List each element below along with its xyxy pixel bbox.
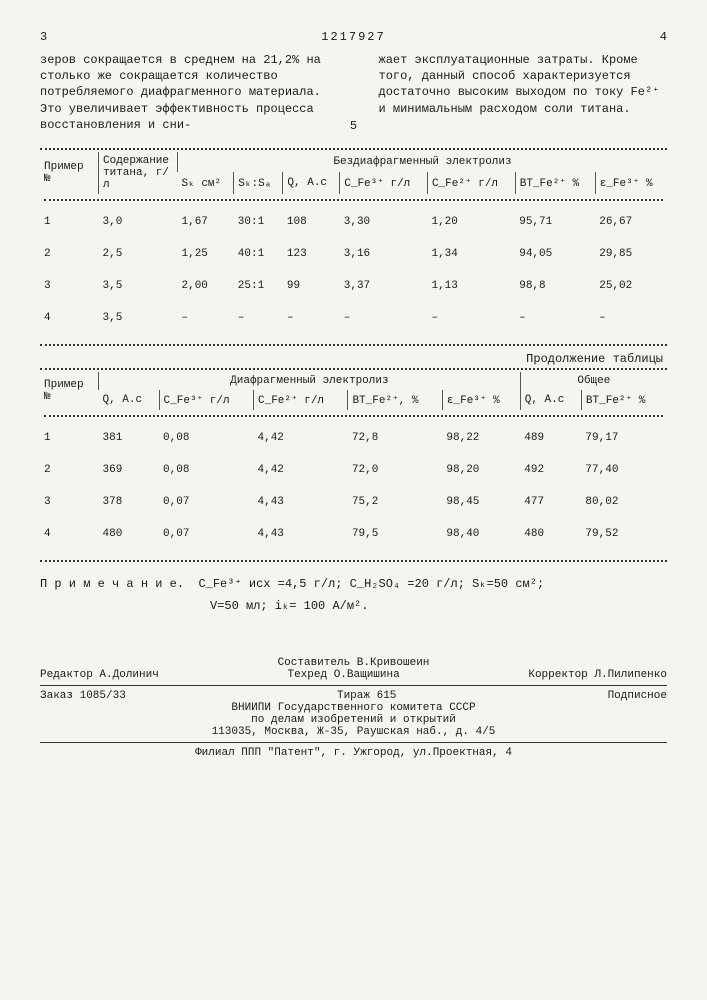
note-line2: V=50 мл; iₖ= 100 А/м². bbox=[40, 596, 667, 618]
sub: Подписное bbox=[608, 690, 667, 702]
h-diaph: Диафрагменный электролиз bbox=[99, 372, 521, 390]
tech: Техред О.Ващишина bbox=[287, 669, 399, 681]
note-label: П р и м е ч а н и е. bbox=[40, 577, 184, 591]
right-col: жает эксплуатационные затраты. Кроме тог… bbox=[379, 52, 668, 133]
filial: Филиал ППП "Патент", г. Ужгород, ул.Прое… bbox=[40, 747, 667, 759]
h-cfe2: C_Fe²⁺ г/л bbox=[427, 172, 515, 194]
h-group: Бездиафрагменный электролиз bbox=[178, 152, 668, 172]
h-sksq: Sₖ:Sₐ bbox=[234, 172, 283, 194]
corrector: Корректор Л.Пилипенко bbox=[528, 669, 667, 681]
page-right: 4 bbox=[660, 30, 667, 44]
table-row: 33,52,0025:1993,371,1398,825,02 bbox=[40, 270, 667, 302]
h-cfe3: C_Fe³⁺ г/л bbox=[159, 390, 253, 410]
h-primer: Пример № bbox=[40, 372, 99, 410]
rule bbox=[40, 344, 667, 346]
table-row: 44800,074,4379,598,4048079,52 bbox=[40, 518, 667, 550]
h-bt: BT_Fe²⁺ % bbox=[515, 172, 595, 194]
h-bt: BT_Fe²⁺, % bbox=[348, 390, 442, 410]
h-qtot: Q, A.c bbox=[520, 390, 581, 410]
rule bbox=[40, 368, 667, 370]
patent-number: 1217927 bbox=[321, 30, 385, 44]
h-total: Общее bbox=[520, 372, 667, 390]
editor: Редактор А.Долинич bbox=[40, 669, 159, 681]
footer: Составитель В.Кривошеин Редактор А.Долин… bbox=[40, 657, 667, 759]
h-eps: ε_Fe³⁺ % bbox=[595, 172, 667, 194]
rule bbox=[40, 148, 667, 150]
continuation-label: Продолжение таблицы bbox=[40, 352, 663, 366]
page-left: 3 bbox=[40, 30, 47, 44]
org2: по делам изобретений и открытий bbox=[40, 714, 667, 726]
left-col: зеров сокращается в среднем на 21,2% на … bbox=[40, 52, 329, 133]
table-2: Пример № Диафрагменный электролиз Общее … bbox=[40, 372, 667, 550]
line-number: 5 bbox=[349, 119, 359, 133]
h-titan: Содержание титана, г/л bbox=[99, 152, 178, 194]
h-cfe2: C_Fe²⁺ г/л bbox=[254, 390, 348, 410]
table-row: 33780,074,4375,298,4547780,02 bbox=[40, 486, 667, 518]
table-row: 43,5––––––– bbox=[40, 302, 667, 334]
page-header: 3 1217927 4 bbox=[40, 30, 667, 44]
tirazh: Тираж 615 bbox=[337, 690, 396, 702]
h-q: Q, A.c bbox=[99, 390, 160, 410]
composer: Составитель В.Кривошеин bbox=[40, 657, 667, 669]
h-q: Q, A.c bbox=[283, 172, 340, 194]
body-text: зеров сокращается в среднем на 21,2% на … bbox=[40, 52, 667, 133]
table-row: 13,01,6730:11083,301,2095,7126,67 bbox=[40, 206, 667, 238]
h-eps: ε_Fe³⁺ % bbox=[442, 390, 520, 410]
order: Заказ 1085/33 bbox=[40, 690, 126, 702]
addr: 113035, Москва, Ж-35, Раушская наб., д. … bbox=[40, 726, 667, 738]
note-block: П р и м е ч а н и е. C_Fe³⁺ исх =4,5 г/л… bbox=[40, 574, 667, 617]
h-bttot: BT_Fe²⁺ % bbox=[581, 390, 667, 410]
org1: ВНИИПИ Государственного комитета СССР bbox=[40, 702, 667, 714]
h-cfe3: C_Fe³⁺ г/л bbox=[340, 172, 428, 194]
table-1: Пример № Содержание титана, г/л Бездиафр… bbox=[40, 152, 667, 334]
note-line1: C_Fe³⁺ исх =4,5 г/л; C_H₂SO₄ =20 г/л; Sₖ… bbox=[198, 577, 544, 591]
table-row: 23690,084,4272,098,2049277,40 bbox=[40, 454, 667, 486]
h-sk: Sₖ см² bbox=[178, 172, 234, 194]
table-row: 22,51,2540:11233,161,3494,0529,85 bbox=[40, 238, 667, 270]
h-primer: Пример № bbox=[40, 152, 99, 194]
rule bbox=[40, 560, 667, 562]
table-row: 13810,084,4272,898,2248979,17 bbox=[40, 422, 667, 454]
